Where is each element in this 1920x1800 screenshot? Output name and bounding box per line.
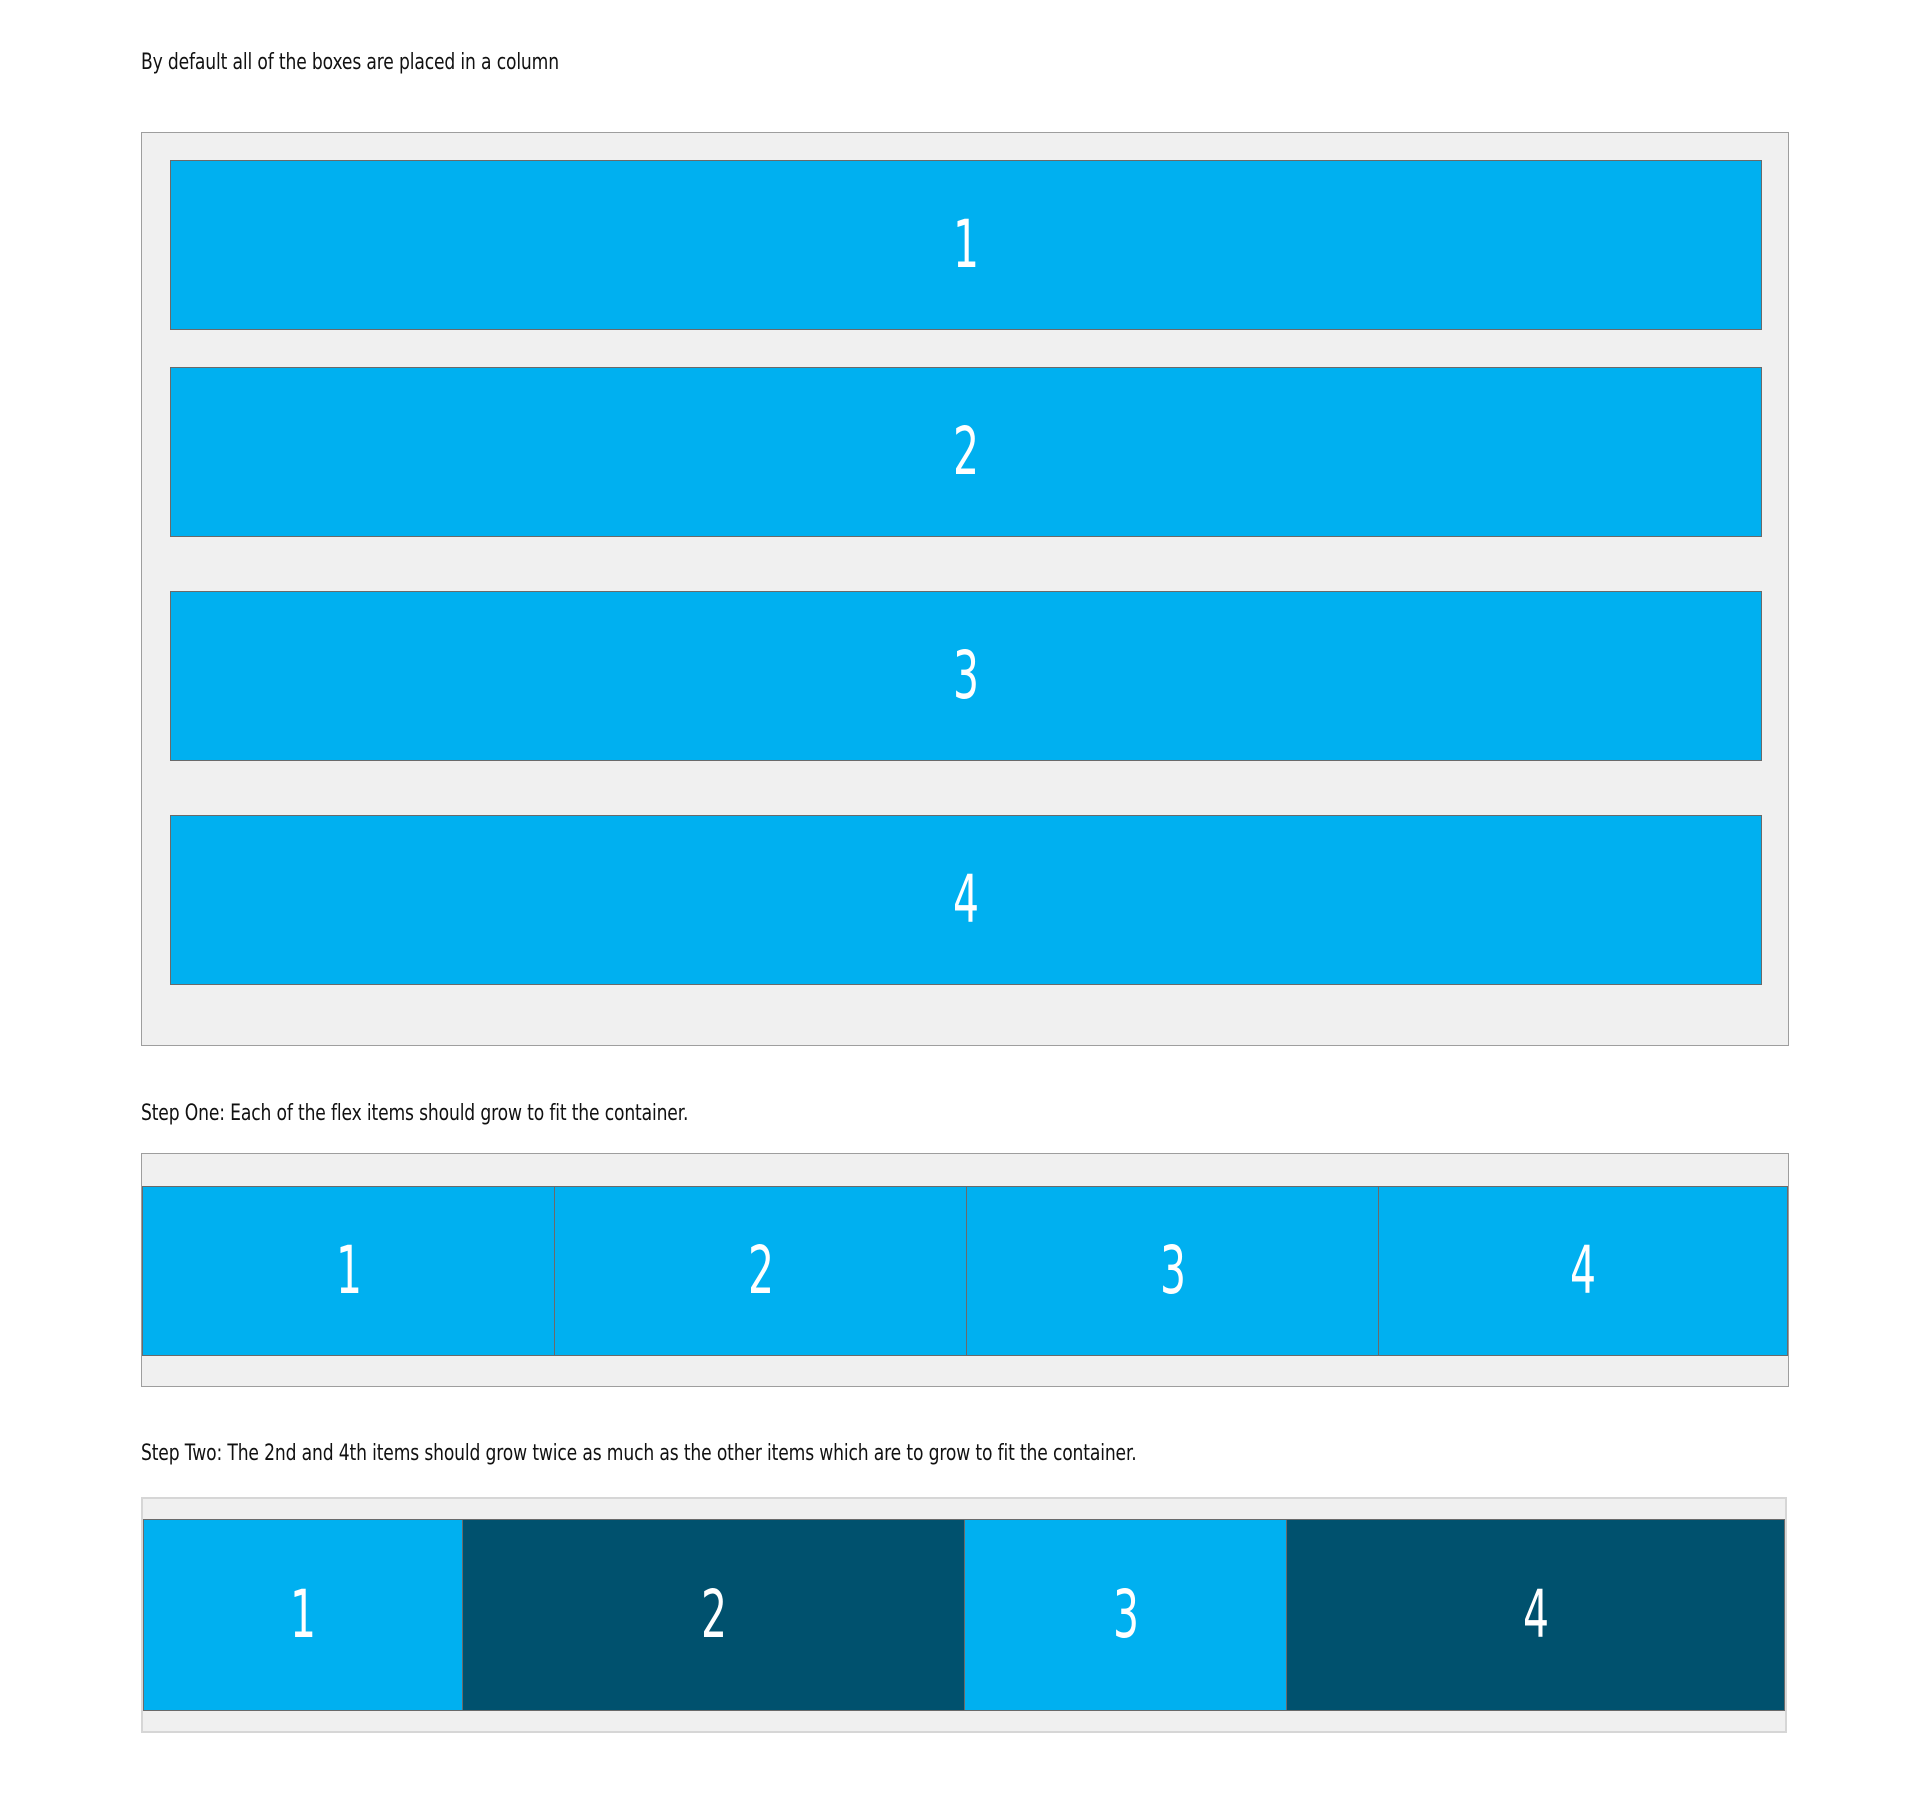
step-one-flex-item-3: 3 — [966, 1186, 1379, 1356]
item-number: 1 — [335, 1232, 362, 1309]
item-number: 4 — [952, 861, 980, 938]
item-number: 1 — [952, 206, 980, 283]
step-two-flex-item-4: 4 — [1286, 1519, 1785, 1711]
default-caption: By default all of the boxes are placed i… — [141, 50, 559, 75]
item-number: 2 — [952, 413, 980, 490]
item-number: 3 — [952, 637, 980, 714]
column-flex-item-1: 1 — [170, 160, 1762, 330]
step-two-flex-item-1: 1 — [143, 1519, 463, 1711]
step-one-flex-container: 1 2 3 4 — [141, 1153, 1789, 1387]
step-one-flex-item-4: 4 — [1378, 1186, 1788, 1356]
step-two-flex-item-2: 2 — [462, 1519, 965, 1711]
step-two-flex-container: 1 2 3 4 — [141, 1497, 1787, 1733]
column-flex-item-3: 3 — [170, 591, 1762, 761]
item-number: 4 — [1522, 1576, 1549, 1653]
item-number: 2 — [700, 1576, 727, 1653]
column-flex-item-2: 2 — [170, 367, 1762, 537]
column-flex-container: 1 2 3 4 — [141, 132, 1789, 1046]
step-two-caption: Step Two: The 2nd and 4th items should g… — [141, 1441, 1137, 1466]
column-flex-item-4: 4 — [170, 815, 1762, 985]
item-number: 2 — [747, 1232, 774, 1309]
step-one-caption: Step One: Each of the flex items should … — [141, 1101, 689, 1126]
step-two-flex-item-3: 3 — [964, 1519, 1287, 1711]
item-number: 3 — [1159, 1232, 1186, 1309]
step-one-flex-item-2: 2 — [554, 1186, 967, 1356]
step-one-flex-item-1: 1 — [142, 1186, 555, 1356]
item-number: 4 — [1569, 1232, 1597, 1309]
item-number: 3 — [1112, 1576, 1139, 1653]
item-number: 1 — [289, 1576, 317, 1653]
